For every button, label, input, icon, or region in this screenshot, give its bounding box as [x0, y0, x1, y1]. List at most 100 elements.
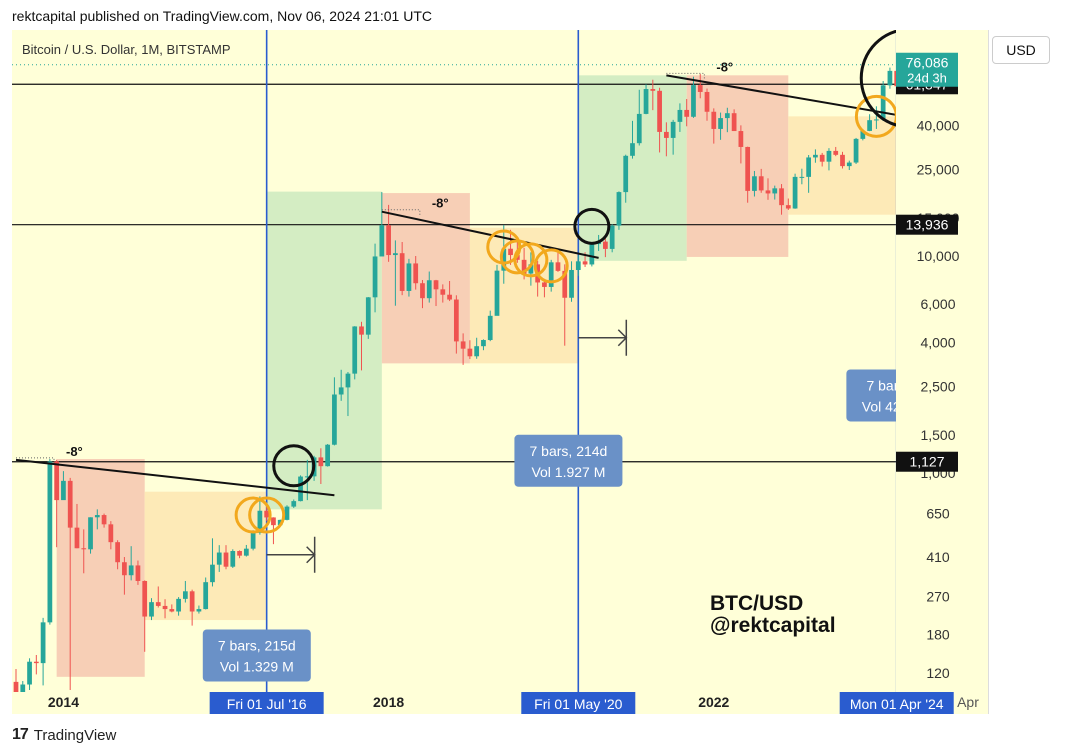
- candle-body: [670, 121, 676, 138]
- time-axis-bg: [12, 692, 896, 714]
- candle: [223, 545, 229, 570]
- candle: [440, 284, 446, 303]
- candle-body: [840, 154, 845, 167]
- candle-body: [372, 256, 378, 298]
- candle-body: [711, 111, 717, 129]
- candle: [379, 192, 385, 257]
- candle: [182, 580, 188, 603]
- candle-body: [603, 241, 608, 249]
- trendline: [381, 210, 599, 259]
- halving-date-label: Mon 01 Apr '24: [850, 696, 944, 712]
- candle-body: [108, 524, 114, 543]
- level-badge-label: 13,936: [906, 217, 949, 233]
- candle-body: [650, 89, 656, 91]
- candle: [758, 168, 764, 193]
- level-badge: [896, 214, 958, 235]
- candle-body: [338, 387, 344, 395]
- candle: [494, 264, 500, 316]
- candle-body: [277, 519, 283, 526]
- angle-label: -8°: [716, 59, 733, 74]
- candle-body: [20, 684, 26, 693]
- candle: [318, 448, 324, 484]
- candle: [874, 106, 879, 129]
- candle-body: [440, 289, 446, 295]
- candle-body: [284, 506, 290, 520]
- candle-body: [325, 444, 331, 467]
- watermark-handle: @rektcapital: [710, 614, 836, 637]
- price-tick-label: 180: [926, 627, 950, 643]
- candle-body: [453, 299, 459, 342]
- trendlines-layer: -8° -8° -8°: [15, 59, 972, 497]
- candle: [216, 545, 222, 572]
- candle: [54, 459, 60, 548]
- candle-body: [365, 297, 371, 335]
- candle: [447, 280, 452, 302]
- candle-body: [182, 591, 188, 599]
- candle: [365, 297, 371, 339]
- candle-body: [271, 517, 276, 526]
- candle: [650, 79, 656, 111]
- candle: [853, 137, 859, 164]
- axes-layer: 1201802704106501,0001,5002,5004,0006,000…: [12, 30, 988, 714]
- time-tick-label: Apr: [957, 694, 979, 710]
- candle: [115, 540, 120, 570]
- candle-body: [548, 262, 554, 287]
- candle-body: [582, 261, 588, 265]
- measure-label-bg: [514, 434, 623, 487]
- candle: [731, 109, 737, 132]
- currency-button[interactable]: USD: [992, 36, 1050, 64]
- candle: [352, 326, 358, 380]
- candle: [636, 89, 642, 146]
- candle: [325, 444, 331, 467]
- candle: [108, 521, 114, 550]
- candle-body: [142, 580, 148, 617]
- candle-body: [379, 225, 385, 257]
- candle: [284, 505, 290, 521]
- candle-body: [487, 315, 493, 341]
- candle: [752, 170, 757, 197]
- candle: [826, 148, 832, 171]
- highlight-circle: [234, 496, 272, 534]
- candle-body: [880, 85, 886, 120]
- candle: [548, 259, 554, 292]
- measure-label: 7 bars, 215d Vol 1.329 M: [202, 629, 311, 682]
- candle-body: [691, 85, 696, 117]
- zone-red: [686, 75, 789, 257]
- price-badge-value: 76,086: [906, 55, 949, 71]
- candle-body: [467, 348, 473, 357]
- halving-date-label: Fri 01 Jul '16: [227, 696, 307, 712]
- price-tick-label: 10,000: [917, 248, 960, 264]
- footer-brand: TradingView: [33, 726, 117, 744]
- candle: [135, 560, 141, 585]
- price-tick-label: 650: [926, 506, 950, 522]
- publication-header: rektcapital published on TradingView.com…: [12, 8, 432, 24]
- candle: [257, 496, 263, 535]
- candle: [196, 605, 202, 614]
- candle-body: [257, 510, 263, 533]
- candle: [40, 617, 46, 686]
- candle-body: [508, 248, 513, 256]
- candle: [61, 471, 66, 501]
- candle-body: [772, 188, 778, 194]
- candle: [210, 538, 215, 587]
- candle-body: [521, 259, 527, 274]
- candle-body: [779, 188, 784, 206]
- candle-body: [663, 131, 669, 138]
- candle: [765, 178, 771, 200]
- halving-date-badge-bg: [209, 692, 324, 714]
- candle: [169, 604, 175, 613]
- candle: [413, 255, 419, 290]
- price-tick-label: 6,000: [920, 296, 955, 312]
- candle: [569, 261, 574, 302]
- candle-body: [481, 340, 486, 347]
- candle-body: [304, 476, 310, 478]
- candle: [47, 459, 53, 625]
- candle: [81, 529, 87, 574]
- candle: [162, 599, 168, 619]
- candle-body: [792, 176, 798, 209]
- candle-body: [176, 598, 181, 612]
- candle-body: [806, 157, 812, 177]
- candle-body: [345, 373, 351, 388]
